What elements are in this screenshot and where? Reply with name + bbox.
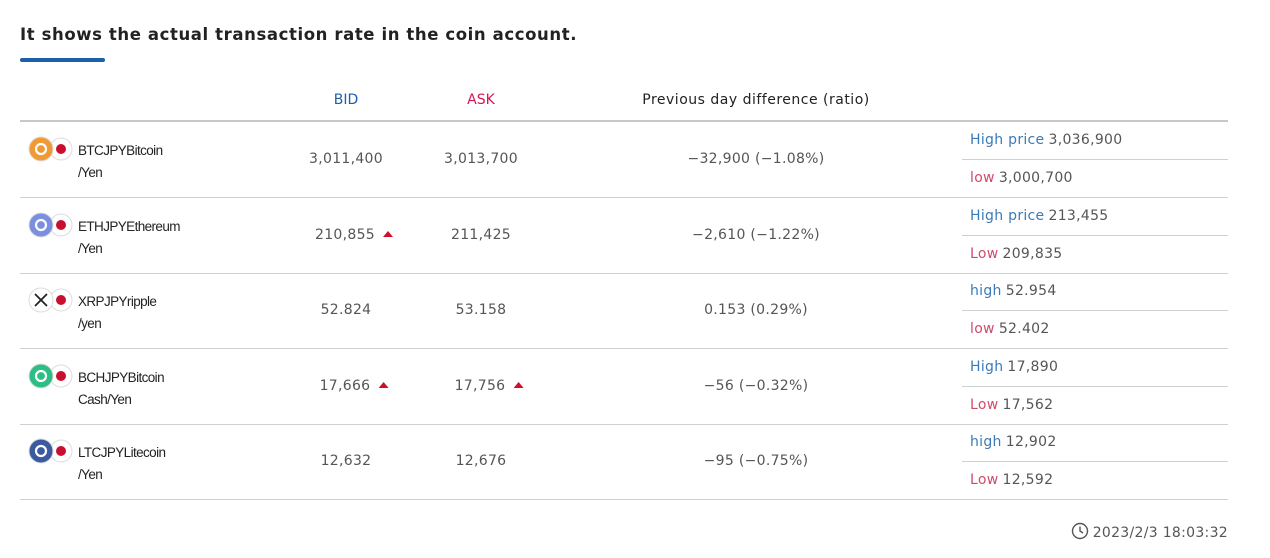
icon-graphic xyxy=(28,287,73,313)
range-value: 3,000,700 xyxy=(998,170,1073,186)
high: High price 213,455 xyxy=(970,208,1108,224)
low: Low 12,592 xyxy=(970,472,1053,488)
range-label: Low xyxy=(970,245,999,262)
header-line xyxy=(20,120,1228,122)
low: low 52.402 xyxy=(970,321,1050,337)
pair-name-sub: /Yen xyxy=(78,467,103,482)
pair-name-sub: /Yen xyxy=(78,165,103,180)
pair-name-sub: /yen xyxy=(78,316,102,331)
range-divider xyxy=(962,310,1228,311)
bid-value: 52.824 xyxy=(320,302,372,318)
title-underline xyxy=(20,58,105,62)
bid: 17,666 xyxy=(320,378,389,394)
range-label: low xyxy=(970,170,995,186)
range-value: 213,455 xyxy=(1048,207,1109,224)
ask-value: 53.158 xyxy=(455,302,507,318)
coin-icon xyxy=(28,212,74,238)
bid-value: 3,011,400 xyxy=(309,151,383,167)
row-line xyxy=(20,272,1228,274)
range-divider xyxy=(962,234,1228,236)
range-label: Low xyxy=(970,396,999,413)
row-line xyxy=(20,499,1228,500)
coin-icon xyxy=(28,363,74,389)
icon-graphic xyxy=(28,136,73,162)
high: High price 3,036,900 xyxy=(970,132,1122,148)
ask: 17,756 xyxy=(455,378,524,394)
difference: −32,900 (−1.08%) xyxy=(687,151,825,167)
range-label: High price xyxy=(970,207,1045,224)
ask: 211,425 xyxy=(451,227,511,243)
column-header: ASK xyxy=(467,92,495,108)
pair-name: BCHJPYBitcoin xyxy=(78,369,165,385)
bid: 210,855 xyxy=(315,227,393,243)
difference: −56 (−0.32%) xyxy=(703,377,809,394)
low: Low 209,835 xyxy=(970,246,1062,262)
range-label: low xyxy=(970,321,995,337)
range-value: 52.954 xyxy=(1005,283,1057,299)
range-value: 52.402 xyxy=(998,321,1050,337)
bid-value: 17,666 xyxy=(319,377,371,394)
low: Low 17,562 xyxy=(970,397,1053,413)
ask-value: 12,676 xyxy=(455,453,507,469)
bid-value: 210,855 xyxy=(315,226,375,243)
ask: 12,676 xyxy=(456,453,507,469)
coin-icon xyxy=(28,136,74,162)
coin-icon xyxy=(28,287,74,313)
range-value: 12,902 xyxy=(1005,434,1057,450)
bid: 52.824 xyxy=(321,302,372,318)
high: high 12,902 xyxy=(970,434,1057,450)
ask: 3,013,700 xyxy=(444,151,518,167)
up-arrow xyxy=(378,381,389,388)
difference: 0.153 (0.29%) xyxy=(704,302,808,318)
up-arrow xyxy=(383,230,393,237)
difference: −95 (−0.75%) xyxy=(703,453,809,469)
range-label: High xyxy=(970,358,1004,375)
range-divider xyxy=(962,159,1228,160)
range-label: High price xyxy=(970,132,1045,148)
high: high 52.954 xyxy=(970,283,1057,299)
range-label: high xyxy=(970,434,1002,450)
range-value: 17,890 xyxy=(1007,358,1059,375)
pair-name: ETHJPYEthereum xyxy=(78,218,180,234)
title: It shows the actual transaction rate in … xyxy=(20,25,578,44)
pair-name-sub: /Yen xyxy=(78,240,103,256)
bid: 12,632 xyxy=(321,453,372,469)
difference: −2,610 (−1.22%) xyxy=(692,226,820,243)
bid-value: 12,632 xyxy=(320,453,372,469)
range-value: 3,036,900 xyxy=(1048,132,1123,148)
column-header: BID xyxy=(333,92,359,108)
range-value: 17,562 xyxy=(1002,396,1054,413)
pair-name: BTCJPYBitcoin xyxy=(78,143,163,158)
high: High 17,890 xyxy=(970,359,1058,375)
row-line xyxy=(20,348,1228,349)
ask-value: 211,425 xyxy=(451,226,511,243)
timestamp-text: 2023/2/3 18:03:32 xyxy=(1092,525,1228,541)
range-divider xyxy=(962,461,1228,462)
low: low 3,000,700 xyxy=(970,170,1073,186)
pair-name: XRPJPYripple xyxy=(78,294,157,309)
icon-graphic xyxy=(28,363,73,388)
range-label: Low xyxy=(970,472,999,488)
range-label: high xyxy=(970,283,1002,299)
ask-value: 3,013,700 xyxy=(444,151,518,167)
icon-graphic xyxy=(28,212,73,237)
range-value: 209,835 xyxy=(1002,245,1063,262)
ask-value: 17,756 xyxy=(454,377,506,394)
ask: 53.158 xyxy=(456,302,507,318)
up-arrow xyxy=(513,381,524,388)
bid: 3,011,400 xyxy=(309,151,383,167)
row-line xyxy=(20,197,1228,198)
coin-icon xyxy=(28,438,74,464)
column-header: Previous day difference (ratio) xyxy=(642,92,870,108)
clock-icon xyxy=(1071,522,1088,540)
row-line xyxy=(20,423,1228,425)
range-value: 12,592 xyxy=(1002,472,1054,488)
timestamp: 2023/2/3 18:03:32 xyxy=(1071,522,1228,541)
range-divider xyxy=(962,385,1228,387)
pair-name: LTCJPYLitecoin xyxy=(78,445,166,460)
pair-name-sub: Cash/Yen xyxy=(78,391,132,407)
icon-graphic xyxy=(28,438,73,464)
